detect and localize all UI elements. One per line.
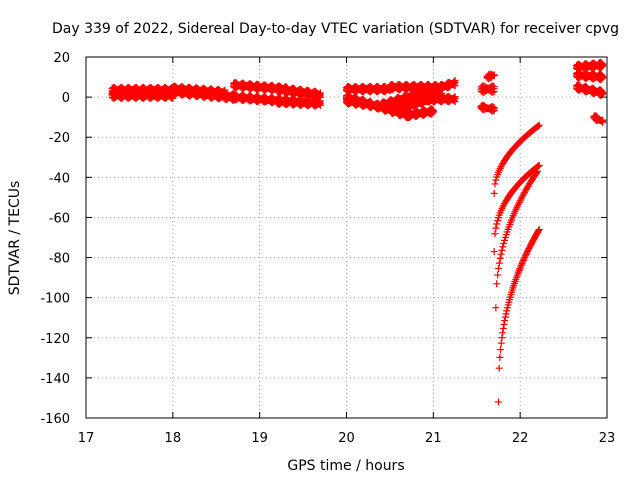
- data-point: [535, 227, 543, 235]
- y-tick-label: -100: [40, 292, 70, 307]
- y-tick-label: -160: [40, 412, 70, 427]
- data-point: [502, 310, 510, 318]
- data-point: [501, 236, 509, 244]
- data-point: [497, 339, 505, 347]
- data-point: [500, 239, 508, 247]
- data-point: [501, 317, 509, 325]
- data-point: [598, 73, 606, 81]
- data-point: [494, 265, 502, 273]
- data-point: [498, 334, 506, 342]
- y-tick-label: -60: [49, 211, 70, 226]
- data-point: [521, 252, 529, 260]
- x-tick-label: 19: [251, 431, 268, 446]
- data-point: [599, 117, 607, 125]
- data-point: [534, 122, 542, 130]
- y-tick-label: 0: [62, 91, 70, 106]
- data-point: [519, 256, 527, 264]
- data-point: [496, 353, 504, 361]
- data-point: [316, 99, 324, 107]
- data-point: [535, 161, 543, 169]
- y-tick-label: -120: [40, 332, 70, 347]
- data-point: [521, 253, 529, 261]
- x-tick-label: 20: [338, 431, 355, 446]
- data-point: [494, 398, 502, 406]
- data-point: [490, 72, 498, 80]
- data-point: [492, 224, 500, 232]
- data-point: [499, 329, 507, 337]
- data-point: [494, 271, 502, 279]
- data-point: [499, 243, 507, 251]
- data-point: [451, 95, 459, 103]
- data-point: [499, 324, 507, 332]
- x-tick-label: 18: [165, 431, 182, 446]
- data-point: [518, 260, 526, 268]
- data-point: [500, 320, 508, 328]
- data-point: [534, 167, 542, 175]
- y-tick-label: -80: [49, 252, 70, 267]
- data-point: [599, 73, 607, 81]
- data-point: [490, 85, 498, 93]
- data-point: [495, 259, 503, 267]
- axis-ticks: [85, 56, 608, 419]
- data-point: [490, 105, 498, 113]
- data-point: [495, 364, 503, 372]
- data-point: [493, 280, 501, 288]
- data-point: [492, 304, 500, 312]
- chart-title: Day 339 of 2022, Sidereal Day-to-day VTE…: [52, 21, 619, 37]
- y-tick-labels: 20 0 -20 -40 -60 -80 -100 -120 -140 -160: [40, 51, 70, 427]
- data-point: [533, 169, 541, 177]
- data-point: [493, 220, 501, 228]
- grid-lines: [86, 57, 607, 418]
- x-tick-label: 22: [512, 431, 529, 446]
- data-point: [516, 265, 524, 273]
- x-tick-labels: 17 18 19 20 21 22 23: [78, 431, 616, 446]
- data-point: [517, 261, 525, 269]
- data-point: [490, 248, 498, 256]
- data-point: [517, 263, 525, 271]
- data-point: [492, 176, 500, 184]
- y-tick-label: -20: [49, 131, 70, 146]
- y-tick-label: -140: [40, 372, 70, 387]
- data-point: [535, 121, 543, 129]
- x-axis-label: GPS time / hours: [287, 458, 404, 474]
- x-tick-label: 17: [78, 431, 95, 446]
- x-tick-label: 23: [599, 431, 616, 446]
- data-point: [491, 180, 499, 188]
- data-point: [496, 254, 504, 262]
- y-axis-label: SDTVAR / TECUs: [7, 181, 23, 296]
- data-point: [498, 246, 506, 254]
- data-point: [503, 307, 511, 315]
- data-point: [519, 258, 527, 266]
- data-point: [501, 313, 509, 321]
- data-point: [490, 189, 498, 197]
- data-points: [108, 59, 607, 406]
- data-point: [535, 225, 543, 233]
- data-point: [497, 250, 505, 258]
- data-point: [451, 79, 459, 87]
- y-tick-label: -40: [49, 171, 70, 186]
- data-point: [599, 61, 607, 69]
- data-point: [491, 230, 499, 238]
- y-tick-label: 20: [53, 51, 70, 66]
- data-point: [599, 89, 607, 97]
- data-point: [520, 255, 528, 263]
- data-point: [429, 107, 437, 115]
- data-point: [534, 162, 542, 170]
- x-tick-label: 21: [425, 431, 442, 446]
- data-point: [316, 91, 324, 99]
- data-point: [497, 346, 505, 354]
